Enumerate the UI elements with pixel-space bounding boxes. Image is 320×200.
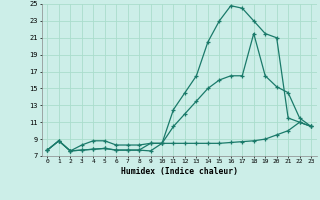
X-axis label: Humidex (Indice chaleur): Humidex (Indice chaleur) [121, 167, 238, 176]
